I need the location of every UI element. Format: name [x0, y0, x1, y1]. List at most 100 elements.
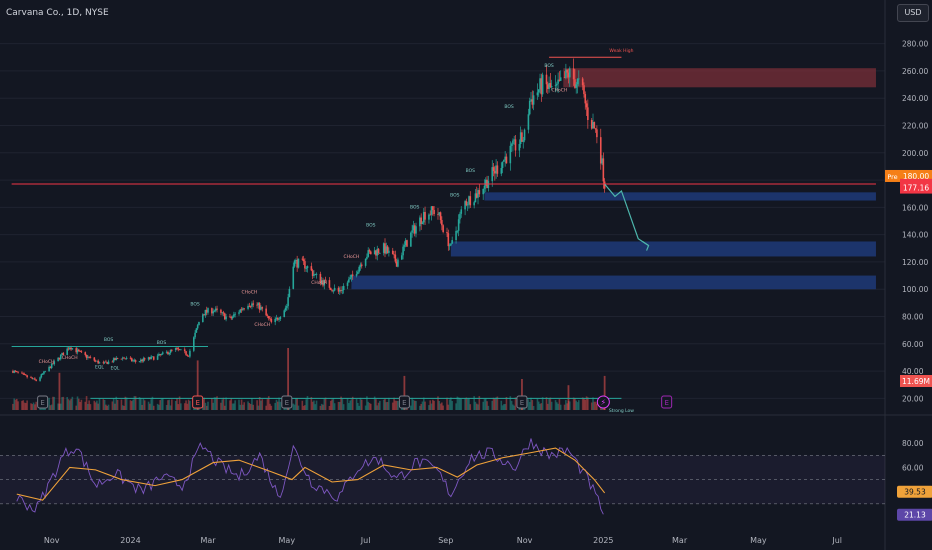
candle-body [116, 358, 119, 359]
zone-supply [563, 68, 876, 88]
annotation-label: BOS [190, 302, 200, 308]
candle-body [475, 193, 478, 198]
volume-bar [478, 396, 481, 410]
candle-body [85, 354, 88, 358]
event-marker-glyph: ⚡ [601, 398, 607, 407]
candle-body [596, 129, 598, 138]
candle-body [132, 360, 134, 362]
annotation-label: BOS [366, 222, 376, 228]
candle-body [494, 171, 496, 174]
volume-bar [514, 397, 517, 410]
candle-body [248, 305, 251, 307]
candle-body [337, 287, 340, 292]
volume-bar [59, 403, 62, 410]
volume-bar [320, 403, 323, 410]
currency-selector[interactable]: USD [897, 4, 929, 22]
volume-bar [142, 398, 145, 410]
candle-body [420, 217, 422, 224]
volume-bar [140, 398, 142, 410]
candle-body [112, 358, 115, 362]
volume-bar [85, 396, 88, 410]
volume-bar [359, 397, 362, 410]
volume-bar [385, 402, 388, 410]
candle-body [40, 374, 43, 378]
volume-bar [183, 403, 186, 410]
volume-bar [120, 399, 123, 410]
candle-body [68, 347, 71, 350]
candle-body [279, 317, 282, 319]
volume-bar [257, 405, 260, 410]
candle-body [504, 156, 506, 161]
volume-bar [71, 396, 74, 410]
time-tick-label: Jul [360, 536, 371, 545]
volume-bar [447, 404, 450, 410]
candle-body [243, 308, 245, 310]
volume-bar [379, 400, 381, 410]
earnings-markers[interactable]: E E E E E ⚡ E [37, 395, 673, 409]
candle-body [474, 193, 477, 203]
volume-bar [429, 400, 432, 410]
price-tick-label: 200.00 [902, 149, 928, 158]
volume-bar [107, 404, 110, 410]
candle-body [457, 219, 460, 231]
volume-bar [222, 397, 225, 410]
candle-body [229, 316, 231, 318]
candle-body [340, 290, 342, 291]
price-tick-label: 280.00 [902, 40, 928, 49]
volume-bar [97, 403, 99, 410]
candle-body [22, 373, 25, 375]
candle-body [546, 84, 549, 89]
candle-body [360, 264, 363, 266]
volume-bar [355, 399, 358, 410]
time-tick-label: Mar [672, 536, 688, 545]
volume-bar [292, 403, 295, 410]
volume-bar [323, 398, 326, 410]
volume-bar [176, 398, 178, 410]
candle-body [446, 232, 448, 234]
volume-bar [386, 401, 389, 410]
candle-body [322, 280, 324, 286]
candle-body [114, 358, 116, 361]
volume-bar [105, 404, 107, 410]
volume-bar [373, 396, 376, 410]
volume-bar [204, 402, 207, 410]
volume-bar [17, 401, 19, 410]
candle-body [283, 310, 286, 318]
volume-bar [391, 402, 394, 410]
volume-bar [189, 400, 191, 410]
candle-body [394, 254, 397, 262]
annotation-label: BOS [157, 340, 167, 346]
candle-body [133, 360, 136, 362]
candle-body [536, 92, 539, 96]
volume-bar [251, 398, 253, 410]
candle-body [514, 139, 517, 151]
volume-bar [451, 400, 453, 410]
volume-bar [106, 405, 109, 410]
candle-body [527, 114, 530, 130]
earnings-marker-glyph: E [195, 399, 199, 407]
earnings-marker [398, 395, 410, 409]
time-tick-label: May [750, 536, 767, 545]
candle-body [35, 379, 37, 381]
volume-bar [337, 401, 340, 410]
candle-body [161, 352, 164, 354]
candle-body [258, 303, 261, 310]
volume-bar [305, 399, 307, 410]
volume-bar [474, 401, 477, 410]
candle-body [287, 297, 289, 307]
candle-body [496, 165, 499, 174]
volume-bar [421, 401, 424, 410]
annotations: BOS CHoCH CHoCH BOS CHoCH CHoCH EQL EQL BOS CHoCH… [39, 48, 635, 414]
candle-body [384, 243, 386, 254]
candle-body [49, 366, 52, 369]
volume-bar [167, 400, 169, 410]
volume-bar [32, 402, 35, 410]
candle-body [284, 307, 287, 311]
volume-bar [382, 399, 385, 410]
volume-bar [278, 397, 280, 410]
candle-body [89, 357, 92, 359]
candle-body [355, 274, 358, 276]
volume-bar [428, 405, 430, 410]
